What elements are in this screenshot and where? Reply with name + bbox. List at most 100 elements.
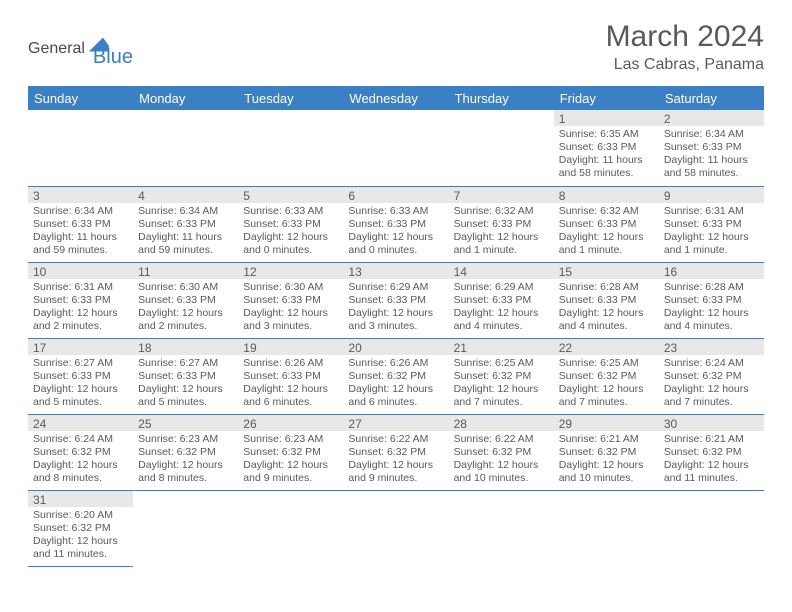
sunset-line: Sunset: 6:32 PM	[454, 446, 549, 459]
calendar-week-row: 24Sunrise: 6:24 AMSunset: 6:32 PMDayligh…	[28, 414, 764, 490]
sunrise-line: Sunrise: 6:21 AM	[664, 433, 759, 446]
sunset-line: Sunset: 6:32 PM	[664, 446, 759, 459]
logo-sail-icon	[89, 38, 109, 52]
day-details: Sunrise: 6:29 AMSunset: 6:33 PMDaylight:…	[343, 279, 448, 338]
sunset-line: Sunset: 6:33 PM	[138, 370, 233, 383]
calendar-day-cell: 23Sunrise: 6:24 AMSunset: 6:32 PMDayligh…	[659, 338, 764, 414]
sunset-line: Sunset: 6:33 PM	[243, 218, 338, 231]
calendar-day-cell: ..	[133, 110, 238, 186]
logo-text-general: General	[28, 40, 85, 58]
day-number: 18	[133, 339, 238, 355]
sunset-line: Sunset: 6:32 PM	[33, 446, 128, 459]
sunset-line: Sunset: 6:33 PM	[243, 370, 338, 383]
day-details: Sunrise: 6:32 AMSunset: 6:33 PMDaylight:…	[449, 203, 554, 262]
daylight-line: Daylight: 12 hours and 6 minutes.	[348, 383, 443, 409]
day-details: Sunrise: 6:21 AMSunset: 6:32 PMDaylight:…	[554, 431, 659, 490]
sunset-line: Sunset: 6:33 PM	[348, 218, 443, 231]
day-details: Sunrise: 6:21 AMSunset: 6:32 PMDaylight:…	[659, 431, 764, 490]
calendar-day-cell: 8Sunrise: 6:32 AMSunset: 6:33 PMDaylight…	[554, 186, 659, 262]
day-number: 26	[238, 415, 343, 431]
calendar-day-cell: 21Sunrise: 6:25 AMSunset: 6:32 PMDayligh…	[449, 338, 554, 414]
daylight-line: Daylight: 12 hours and 10 minutes.	[454, 459, 549, 485]
calendar-day-cell	[659, 490, 764, 566]
sunrise-line: Sunrise: 6:24 AM	[33, 433, 128, 446]
sunset-line: Sunset: 6:33 PM	[454, 218, 549, 231]
sunrise-line: Sunrise: 6:25 AM	[559, 357, 654, 370]
calendar-day-cell: 4Sunrise: 6:34 AMSunset: 6:33 PMDaylight…	[133, 186, 238, 262]
day-details: Sunrise: 6:23 AMSunset: 6:32 PMDaylight:…	[238, 431, 343, 490]
day-number: 12	[238, 263, 343, 279]
sunset-line: Sunset: 6:32 PM	[243, 446, 338, 459]
daylight-line: Daylight: 12 hours and 1 minute.	[454, 231, 549, 257]
calendar-day-cell: 20Sunrise: 6:26 AMSunset: 6:32 PMDayligh…	[343, 338, 448, 414]
sunrise-line: Sunrise: 6:29 AM	[348, 281, 443, 294]
day-details: Sunrise: 6:22 AMSunset: 6:32 PMDaylight:…	[449, 431, 554, 490]
daylight-line: Daylight: 12 hours and 5 minutes.	[33, 383, 128, 409]
sunrise-line: Sunrise: 6:28 AM	[664, 281, 759, 294]
day-number: 2	[659, 110, 764, 126]
sunrise-line: Sunrise: 6:28 AM	[559, 281, 654, 294]
calendar-day-cell	[133, 490, 238, 566]
day-details: Sunrise: 6:30 AMSunset: 6:33 PMDaylight:…	[133, 279, 238, 338]
calendar-day-cell: ..	[28, 110, 133, 186]
weekday-header-row: Sunday Monday Tuesday Wednesday Thursday…	[28, 86, 764, 110]
calendar-day-cell: 29Sunrise: 6:21 AMSunset: 6:32 PMDayligh…	[554, 414, 659, 490]
day-details: Sunrise: 6:22 AMSunset: 6:32 PMDaylight:…	[343, 431, 448, 490]
calendar-day-cell: 5Sunrise: 6:33 AMSunset: 6:33 PMDaylight…	[238, 186, 343, 262]
day-number: 27	[343, 415, 448, 431]
calendar-day-cell: 22Sunrise: 6:25 AMSunset: 6:32 PMDayligh…	[554, 338, 659, 414]
sunset-line: Sunset: 6:33 PM	[559, 294, 654, 307]
day-number: 1	[554, 110, 659, 126]
day-details: Sunrise: 6:24 AMSunset: 6:32 PMDaylight:…	[659, 355, 764, 414]
calendar-day-cell: 31Sunrise: 6:20 AMSunset: 6:32 PMDayligh…	[28, 490, 133, 566]
day-details: Sunrise: 6:27 AMSunset: 6:33 PMDaylight:…	[28, 355, 133, 414]
day-number: 19	[238, 339, 343, 355]
sunset-line: Sunset: 6:32 PM	[454, 370, 549, 383]
sunrise-line: Sunrise: 6:24 AM	[664, 357, 759, 370]
daylight-line: Daylight: 12 hours and 11 minutes.	[664, 459, 759, 485]
daylight-line: Daylight: 11 hours and 58 minutes.	[559, 154, 654, 180]
day-number: 21	[449, 339, 554, 355]
day-details: Sunrise: 6:20 AMSunset: 6:32 PMDaylight:…	[28, 507, 133, 566]
day-details: Sunrise: 6:23 AMSunset: 6:32 PMDaylight:…	[133, 431, 238, 490]
logo: General Blue	[28, 20, 133, 69]
day-number: 31	[28, 491, 133, 507]
day-number: 13	[343, 263, 448, 279]
sunrise-line: Sunrise: 6:35 AM	[559, 128, 654, 141]
sunset-line: Sunset: 6:32 PM	[348, 370, 443, 383]
day-number: 9	[659, 187, 764, 203]
sunrise-line: Sunrise: 6:20 AM	[33, 509, 128, 522]
day-details: Sunrise: 6:27 AMSunset: 6:33 PMDaylight:…	[133, 355, 238, 414]
day-number: 25	[133, 415, 238, 431]
calendar-day-cell	[449, 490, 554, 566]
weekday-header: Friday	[554, 86, 659, 110]
day-details: Sunrise: 6:28 AMSunset: 6:33 PMDaylight:…	[659, 279, 764, 338]
sunrise-line: Sunrise: 6:25 AM	[454, 357, 549, 370]
calendar-day-cell: 27Sunrise: 6:22 AMSunset: 6:32 PMDayligh…	[343, 414, 448, 490]
daylight-line: Daylight: 12 hours and 7 minutes.	[559, 383, 654, 409]
calendar-day-cell: ..	[343, 110, 448, 186]
daylight-line: Daylight: 12 hours and 1 minute.	[664, 231, 759, 257]
calendar-day-cell: 18Sunrise: 6:27 AMSunset: 6:33 PMDayligh…	[133, 338, 238, 414]
sunrise-line: Sunrise: 6:29 AM	[454, 281, 549, 294]
sunrise-line: Sunrise: 6:26 AM	[348, 357, 443, 370]
sunset-line: Sunset: 6:32 PM	[348, 446, 443, 459]
calendar-week-row: 10Sunrise: 6:31 AMSunset: 6:33 PMDayligh…	[28, 262, 764, 338]
calendar-day-cell: 19Sunrise: 6:26 AMSunset: 6:33 PMDayligh…	[238, 338, 343, 414]
sunset-line: Sunset: 6:33 PM	[138, 294, 233, 307]
sunset-line: Sunset: 6:32 PM	[559, 370, 654, 383]
sunset-line: Sunset: 6:33 PM	[559, 141, 654, 154]
daylight-line: Daylight: 12 hours and 1 minute.	[559, 231, 654, 257]
calendar-day-cell: 12Sunrise: 6:30 AMSunset: 6:33 PMDayligh…	[238, 262, 343, 338]
day-number: 17	[28, 339, 133, 355]
day-details: Sunrise: 6:32 AMSunset: 6:33 PMDaylight:…	[554, 203, 659, 262]
sunrise-line: Sunrise: 6:31 AM	[33, 281, 128, 294]
day-details: Sunrise: 6:33 AMSunset: 6:33 PMDaylight:…	[343, 203, 448, 262]
calendar-day-cell: 13Sunrise: 6:29 AMSunset: 6:33 PMDayligh…	[343, 262, 448, 338]
weekday-header: Sunday	[28, 86, 133, 110]
day-number: 11	[133, 263, 238, 279]
sunset-line: Sunset: 6:33 PM	[33, 370, 128, 383]
day-number: 3	[28, 187, 133, 203]
calendar-day-cell: 24Sunrise: 6:24 AMSunset: 6:32 PMDayligh…	[28, 414, 133, 490]
sunset-line: Sunset: 6:33 PM	[33, 294, 128, 307]
